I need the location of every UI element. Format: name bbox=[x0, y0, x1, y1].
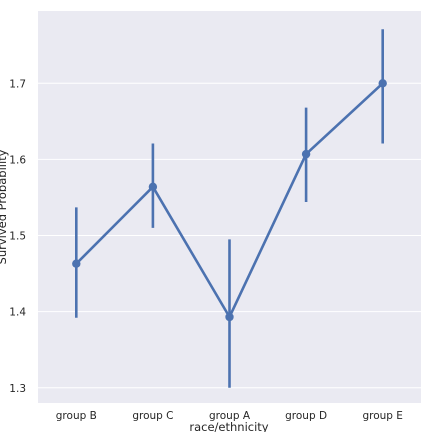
x-tick-label: group A bbox=[209, 410, 251, 422]
y-tick-label: 1.6 bbox=[9, 154, 26, 166]
data-points bbox=[72, 79, 387, 322]
x-tick-label: group B bbox=[56, 410, 97, 422]
data-point bbox=[225, 312, 234, 322]
y-tick-labels: 1.3 1.4 1.5 1.6 1.7 bbox=[9, 78, 26, 394]
y-tick-label: 1.4 bbox=[9, 307, 26, 319]
data-point bbox=[301, 149, 311, 159]
data-point bbox=[148, 182, 158, 192]
y-tick-label: 1.3 bbox=[9, 383, 26, 395]
x-tick-label: group C bbox=[132, 410, 173, 422]
data-point bbox=[378, 79, 387, 88]
x-tick-label: group E bbox=[362, 410, 402, 422]
x-tick-labels: group B group C group A group D group E bbox=[56, 410, 403, 422]
data-point bbox=[72, 259, 81, 268]
x-tick-label: group D bbox=[285, 410, 327, 422]
x-axis-label: race/ethnicity bbox=[189, 420, 268, 432]
y-tick-label: 1.5 bbox=[9, 231, 26, 243]
y-axis-label: Survived Probability bbox=[0, 149, 9, 264]
y-tick-label: 1.7 bbox=[9, 78, 26, 90]
